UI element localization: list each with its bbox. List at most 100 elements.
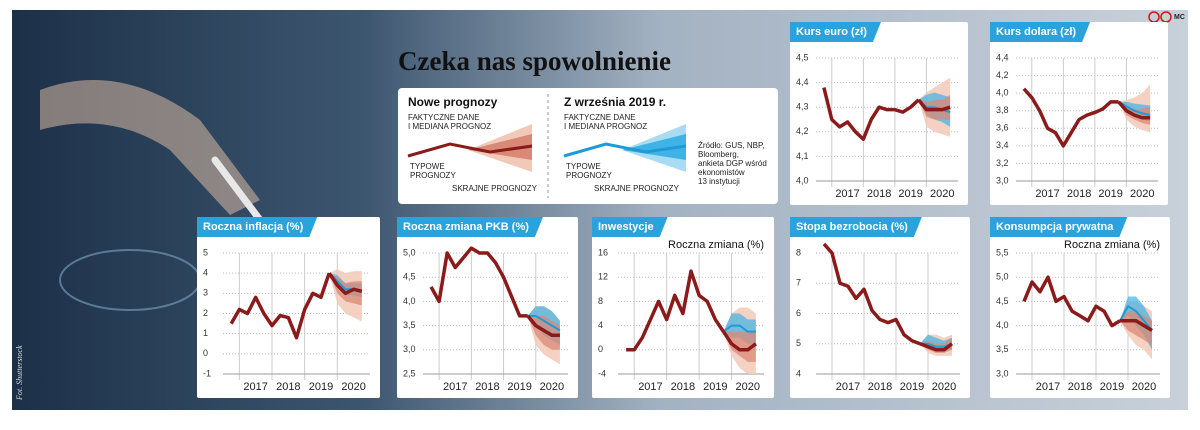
panel-title: Roczna inflacja (%) bbox=[203, 221, 304, 233]
y-tick-label: -4 bbox=[598, 368, 606, 378]
y-tick-label: 4,1 bbox=[796, 151, 809, 161]
y-tick-label: 5,0 bbox=[996, 272, 1009, 282]
y-tick-label: 6 bbox=[796, 308, 801, 318]
x-tick-label: 2019 bbox=[1098, 188, 1122, 200]
panel-title: Konsumpcja prywatna bbox=[996, 221, 1114, 233]
y-tick-label: 0 bbox=[203, 348, 208, 358]
previous-median-line bbox=[722, 324, 756, 333]
panel bbox=[197, 217, 380, 398]
y-tick-label: 8 bbox=[796, 247, 801, 257]
legend-line bbox=[407, 142, 533, 158]
legend-label: FAKTYCZNE DANE bbox=[564, 113, 636, 122]
actual-line bbox=[1022, 275, 1121, 328]
x-tick-label: 2020 bbox=[1130, 188, 1154, 200]
y-tick-label: 7 bbox=[796, 278, 801, 288]
x-tick-label: 2019 bbox=[900, 381, 924, 393]
legend-label: I MEDIANA PROGNOZ bbox=[564, 122, 647, 131]
x-tick-label: 2018 bbox=[475, 381, 499, 393]
y-tick-label: 16 bbox=[598, 247, 608, 257]
panel-subtitle: Roczna zmiana (%) bbox=[668, 239, 764, 251]
legend-label: PROGNOZY bbox=[410, 171, 456, 180]
x-tick-label: 2017 bbox=[443, 381, 467, 393]
x-tick-label: 2018 bbox=[867, 188, 891, 200]
y-tick-label: 5 bbox=[203, 247, 208, 257]
panel-title: Kurs euro (zł) bbox=[796, 26, 867, 38]
title-tab bbox=[197, 217, 318, 237]
x-tick-label: 2020 bbox=[736, 381, 760, 393]
legend-label: TYPOWE bbox=[566, 162, 601, 171]
y-tick-label: 3 bbox=[203, 288, 208, 298]
panel bbox=[397, 217, 578, 398]
panel-title: Stopa bezrobocia (%) bbox=[796, 221, 908, 233]
y-tick-label: 4,2 bbox=[796, 126, 809, 136]
x-tick-label: 2020 bbox=[540, 381, 564, 393]
y-tick-label: 4,5 bbox=[996, 296, 1009, 306]
source: 13 instytucji bbox=[698, 177, 740, 186]
y-tick-label: 4,0 bbox=[796, 175, 809, 185]
panel bbox=[790, 22, 968, 205]
legend-label: SKRAJNE PROGNOZY bbox=[594, 184, 680, 193]
x-tick-label: 2017 bbox=[638, 381, 662, 393]
legend-label: PROGNOZY bbox=[566, 171, 612, 180]
legend-typical bbox=[622, 134, 686, 160]
actual-line bbox=[229, 272, 331, 340]
panel-title: Kurs dolara (zł) bbox=[996, 26, 1076, 38]
y-tick-label: 4,2 bbox=[996, 70, 1009, 80]
median-line bbox=[1117, 100, 1151, 120]
median-line bbox=[526, 314, 560, 338]
x-tick-label: 2019 bbox=[309, 381, 333, 393]
y-tick-label: 3,5 bbox=[403, 320, 416, 330]
y-tick-label: 4,0 bbox=[996, 88, 1009, 98]
x-tick-label: 2017 bbox=[1035, 188, 1059, 200]
actual-line bbox=[429, 246, 528, 318]
previous-median-line bbox=[1119, 305, 1153, 332]
typical-band bbox=[723, 331, 756, 362]
x-tick-label: 2020 bbox=[341, 381, 365, 393]
x-tick-label: 2018 bbox=[671, 381, 695, 393]
source: Bloomberg, bbox=[698, 150, 739, 159]
median-line bbox=[721, 330, 757, 352]
median-line bbox=[917, 98, 951, 112]
legend-line bbox=[563, 142, 687, 158]
x-tick-label: 2017 bbox=[243, 381, 267, 393]
y-tick-label: 5 bbox=[796, 338, 801, 348]
y-tick-label: 5,5 bbox=[996, 247, 1009, 257]
y-tick-label: 4 bbox=[796, 368, 801, 378]
actual-line bbox=[822, 87, 920, 141]
legend-label: TYPOWE bbox=[410, 162, 445, 171]
x-tick-label: 2017 bbox=[836, 381, 860, 393]
hand-photo bbox=[40, 80, 260, 215]
title-tab bbox=[990, 217, 1128, 237]
x-tick-label: 2019 bbox=[507, 381, 531, 393]
actual-line bbox=[626, 269, 725, 352]
y-tick-label: 3,2 bbox=[996, 158, 1009, 168]
y-tick-label: 1 bbox=[203, 328, 208, 338]
y-tick-label: 3,0 bbox=[996, 175, 1009, 185]
y-tick-label: 4,5 bbox=[403, 272, 416, 282]
panel-subtitle: Roczna zmiana (%) bbox=[1064, 239, 1160, 251]
y-tick-label: 2 bbox=[203, 308, 208, 318]
panel-title: Inwestycje bbox=[598, 221, 654, 233]
y-tick-label: 8 bbox=[598, 296, 603, 306]
x-tick-label: 2018 bbox=[868, 381, 892, 393]
title-tab bbox=[592, 217, 668, 237]
x-tick-label: 2020 bbox=[1132, 381, 1156, 393]
x-tick-label: 2019 bbox=[703, 381, 727, 393]
legend-title: Z września 2019 r. bbox=[564, 95, 666, 109]
source: ankieta DGP wśród bbox=[698, 159, 767, 168]
y-tick-label: 3,0 bbox=[403, 344, 416, 354]
title-tab bbox=[790, 217, 922, 237]
panel-title: Roczna zmiana PKB (%) bbox=[403, 221, 529, 233]
y-tick-label: 4,3 bbox=[796, 102, 809, 112]
legend-typical bbox=[468, 134, 532, 160]
x-tick-label: 2019 bbox=[898, 188, 922, 200]
source: ekonomistów bbox=[698, 168, 745, 177]
x-tick-label: 2018 bbox=[1068, 381, 1092, 393]
actual-line bbox=[1022, 87, 1119, 148]
y-tick-label: 0 bbox=[598, 344, 603, 354]
y-tick-label: 4,4 bbox=[996, 52, 1009, 62]
legend-title: Nowe prognozy bbox=[408, 95, 498, 109]
x-tick-label: 2020 bbox=[932, 381, 956, 393]
x-tick-label: 2018 bbox=[276, 381, 300, 393]
title-tab bbox=[790, 22, 881, 42]
